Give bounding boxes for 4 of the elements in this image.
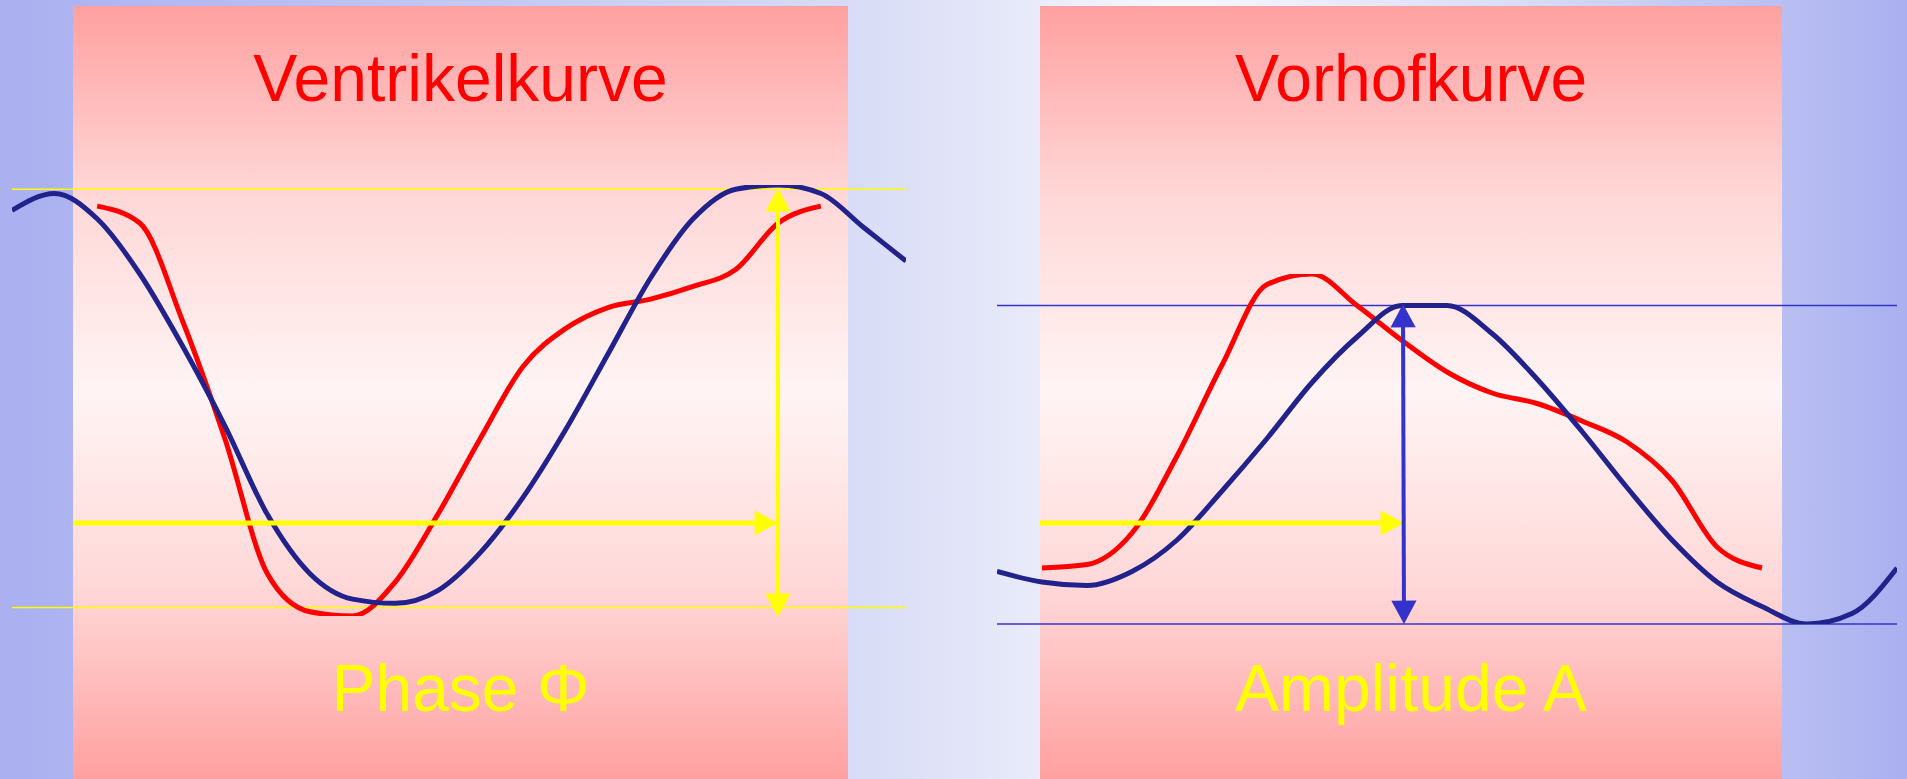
text: Phase Φ bbox=[330, 650, 591, 726]
chart-title: Vorhofkurve bbox=[1233, 40, 1589, 116]
text: Amplitude A bbox=[1233, 650, 1589, 726]
chart-title: Ventrikelkurve bbox=[252, 40, 669, 116]
